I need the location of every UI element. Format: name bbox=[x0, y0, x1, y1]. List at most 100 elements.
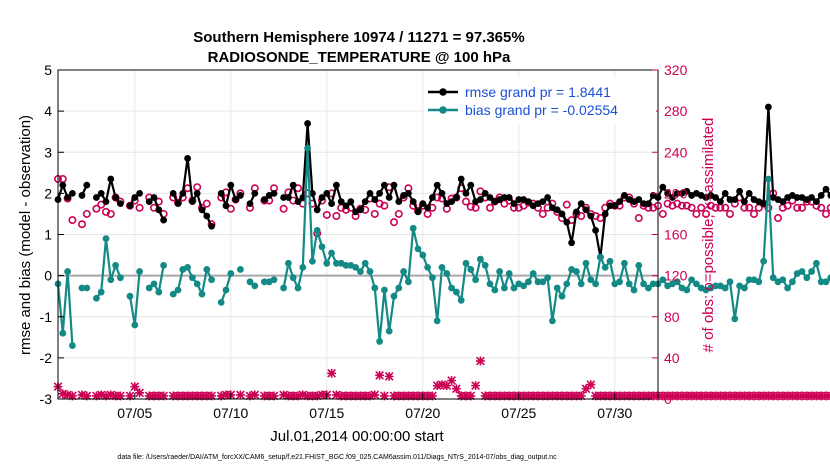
rmse-point bbox=[366, 189, 374, 197]
legend-marker-rmse bbox=[439, 88, 447, 96]
bias-point bbox=[217, 298, 225, 306]
obs-assimilated-point bbox=[370, 390, 380, 400]
bias-point bbox=[78, 284, 86, 292]
rmse-point bbox=[160, 216, 168, 224]
bias-point bbox=[630, 286, 638, 294]
obs-assimilated-point bbox=[447, 376, 456, 385]
rmse-point bbox=[333, 181, 340, 189]
obs-assimilated-point bbox=[317, 390, 327, 400]
rmse-point bbox=[467, 181, 475, 189]
x-tick-label: 07/05 bbox=[117, 405, 152, 421]
rmse-point bbox=[419, 200, 427, 208]
y-tick-label: -2 bbox=[40, 350, 53, 366]
obs-assimilated-point bbox=[106, 390, 116, 400]
bias-point bbox=[621, 259, 628, 267]
rmse-point bbox=[606, 202, 614, 210]
rmse-point bbox=[409, 198, 417, 206]
rmse-point bbox=[577, 200, 585, 208]
bias-point bbox=[294, 284, 302, 292]
rmse-point bbox=[525, 198, 532, 206]
y-tick-label: 4 bbox=[44, 103, 52, 119]
rmse-point bbox=[659, 183, 667, 191]
obs-assimilated-point bbox=[802, 391, 812, 401]
rmse-point bbox=[553, 206, 561, 214]
y-right-tick-label: 160 bbox=[664, 227, 688, 243]
obs-assimilated-point bbox=[644, 391, 653, 401]
rmse-point bbox=[227, 181, 235, 189]
series-obs-assimilated bbox=[53, 356, 830, 401]
obs-assimilated-point bbox=[154, 391, 164, 401]
bias-point bbox=[741, 284, 748, 292]
rmse-point bbox=[515, 196, 523, 203]
obs-possible-point bbox=[826, 203, 830, 212]
bias-point bbox=[198, 290, 206, 298]
bias-point bbox=[635, 261, 643, 269]
bias-point bbox=[693, 280, 700, 288]
bias-point bbox=[592, 280, 599, 288]
rmse-point bbox=[337, 198, 345, 206]
bias-point bbox=[448, 284, 455, 292]
rmse-point bbox=[246, 200, 254, 208]
rmse-point bbox=[189, 198, 196, 206]
y-tick-label: 0 bbox=[44, 268, 52, 284]
bias-point bbox=[352, 264, 359, 271]
obs-assimilated-point bbox=[404, 391, 413, 401]
bias-point bbox=[525, 278, 532, 286]
obs-assimilated-point bbox=[672, 391, 682, 401]
rmse-point bbox=[184, 155, 192, 162]
series-bias bbox=[54, 144, 830, 349]
bias-point bbox=[563, 280, 571, 288]
rmse-point bbox=[169, 189, 177, 197]
rmse-point bbox=[438, 189, 446, 197]
obs-assimilated-point bbox=[687, 391, 696, 401]
rmse-point bbox=[270, 189, 278, 197]
bias-point bbox=[505, 270, 513, 277]
obs-assimilated-point bbox=[658, 391, 668, 401]
obs-assimilated-point bbox=[581, 384, 591, 394]
rmse-point bbox=[59, 181, 67, 189]
rmse-point bbox=[97, 189, 105, 197]
obs-assimilated-point bbox=[495, 391, 504, 401]
bias-point bbox=[227, 270, 235, 277]
bias-point bbox=[313, 226, 321, 234]
rmse-point bbox=[390, 181, 398, 189]
series-rmse bbox=[54, 103, 830, 261]
rmse-point bbox=[371, 196, 379, 203]
rmse-point bbox=[457, 175, 465, 183]
bias-point bbox=[765, 175, 772, 183]
obs-assimilated-point bbox=[567, 391, 576, 401]
x-axis: 07/05 07/10 07/15 07/20 07/25 07/30 bbox=[117, 393, 633, 421]
rmse-point bbox=[414, 208, 422, 216]
obs-assimilated-point bbox=[437, 380, 447, 390]
obs-assimilated-point bbox=[759, 391, 768, 401]
rmse-point bbox=[611, 202, 619, 210]
rmse-point bbox=[285, 194, 292, 201]
bias-point bbox=[438, 264, 446, 271]
obs-assimilated-point bbox=[543, 391, 552, 401]
bias-point bbox=[813, 259, 820, 267]
obs-possible-point bbox=[745, 203, 754, 212]
rmse-point bbox=[486, 194, 494, 201]
rmse-point bbox=[93, 194, 100, 201]
y-right-tick-label: 80 bbox=[664, 309, 680, 325]
rmse-point bbox=[779, 198, 787, 206]
rmse-point bbox=[813, 198, 820, 206]
y-tick-label: 3 bbox=[44, 144, 52, 160]
rmse-point bbox=[640, 200, 647, 208]
rmse-point bbox=[481, 189, 489, 197]
bias-point bbox=[760, 257, 767, 265]
bias-point bbox=[59, 329, 67, 337]
rmse-point bbox=[107, 175, 115, 183]
obs-assimilated-point bbox=[466, 391, 476, 401]
obs-assimilated-point bbox=[216, 391, 226, 401]
obs-assimilated-point bbox=[615, 391, 624, 401]
bias-point bbox=[333, 259, 340, 267]
bias-point bbox=[246, 278, 254, 286]
obs-assimilated-point bbox=[528, 391, 538, 401]
obs-assimilated-point bbox=[716, 391, 725, 401]
obs-possible-point bbox=[692, 209, 701, 218]
obs-assimilated-point bbox=[620, 391, 629, 401]
obs-assimilated-point bbox=[168, 391, 178, 401]
obs-possible-point bbox=[677, 201, 686, 210]
rmse-point bbox=[433, 181, 441, 189]
